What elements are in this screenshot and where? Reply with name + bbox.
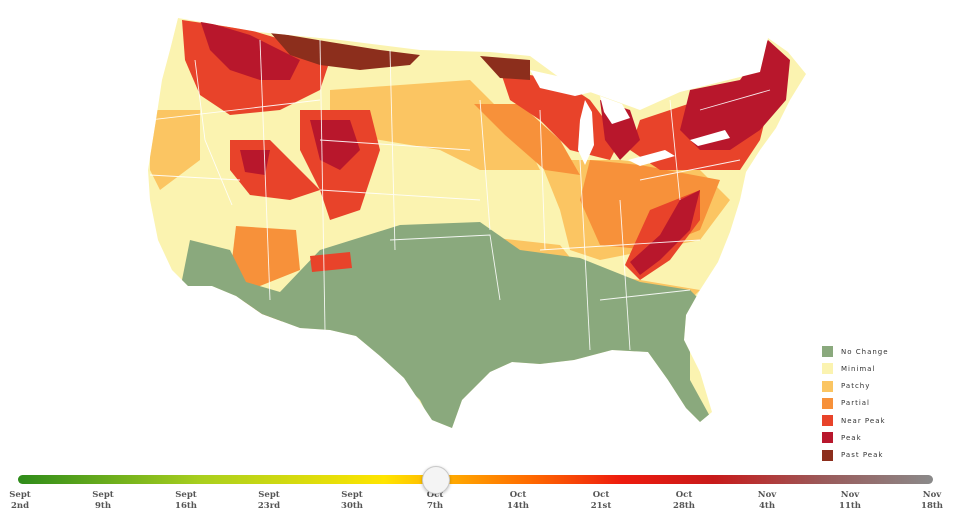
date-timeline-slider[interactable]: Sept 2nd Sept 9th Sept 16th Sept 23rd Sept 30… — [0, 462, 960, 520]
legend-label: Peak — [841, 433, 862, 442]
legend-item-past-peak: Past Peak — [822, 448, 889, 463]
timeline-track[interactable] — [18, 475, 933, 484]
legend-swatch — [822, 380, 833, 392]
legend-item-peak: Peak — [822, 430, 889, 445]
legend-swatch — [822, 346, 833, 357]
foliage-map — [148, 18, 806, 428]
legend: No Change Minimal Patchy Partial Near Pe… — [822, 344, 889, 465]
tick-label: Sept 30th — [341, 490, 363, 511]
tick-label: Oct 28th — [673, 490, 695, 511]
tick-label: Sept 23rd — [257, 490, 281, 511]
tick-label: Sept 16th — [175, 490, 197, 511]
tick-label: Nov 11th — [839, 490, 861, 511]
tick-label: Nov 18th — [921, 490, 943, 511]
legend-label: Near Peak — [841, 416, 886, 425]
tick-label: Sept 2nd — [9, 490, 31, 511]
legend-item-no-change: No Change — [822, 344, 889, 359]
timeline-slider-handle[interactable] — [422, 466, 450, 494]
legend-item-partial: Partial — [822, 396, 889, 411]
legend-item-patchy: Patchy — [822, 379, 889, 394]
tick-label: Oct 14th — [507, 490, 529, 511]
tick-label: Sept 9th — [92, 490, 114, 511]
legend-swatch — [822, 397, 833, 409]
legend-label: Minimal — [841, 364, 876, 373]
tick-label: Nov 4th — [757, 490, 777, 511]
legend-item-minimal: Minimal — [822, 361, 889, 376]
legend-swatch — [822, 363, 833, 375]
legend-item-near-peak: Near Peak — [822, 413, 889, 428]
legend-label: No Change — [841, 347, 889, 356]
legend-swatch — [822, 449, 833, 461]
legend-swatch — [822, 415, 833, 427]
tick-label: Oct 21st — [590, 490, 612, 511]
legend-label: Patchy — [841, 382, 871, 391]
legend-label: Partial — [841, 399, 870, 408]
legend-swatch — [822, 432, 833, 444]
legend-label: Past Peak — [841, 451, 884, 460]
tick-label: Oct 7th — [426, 490, 444, 511]
